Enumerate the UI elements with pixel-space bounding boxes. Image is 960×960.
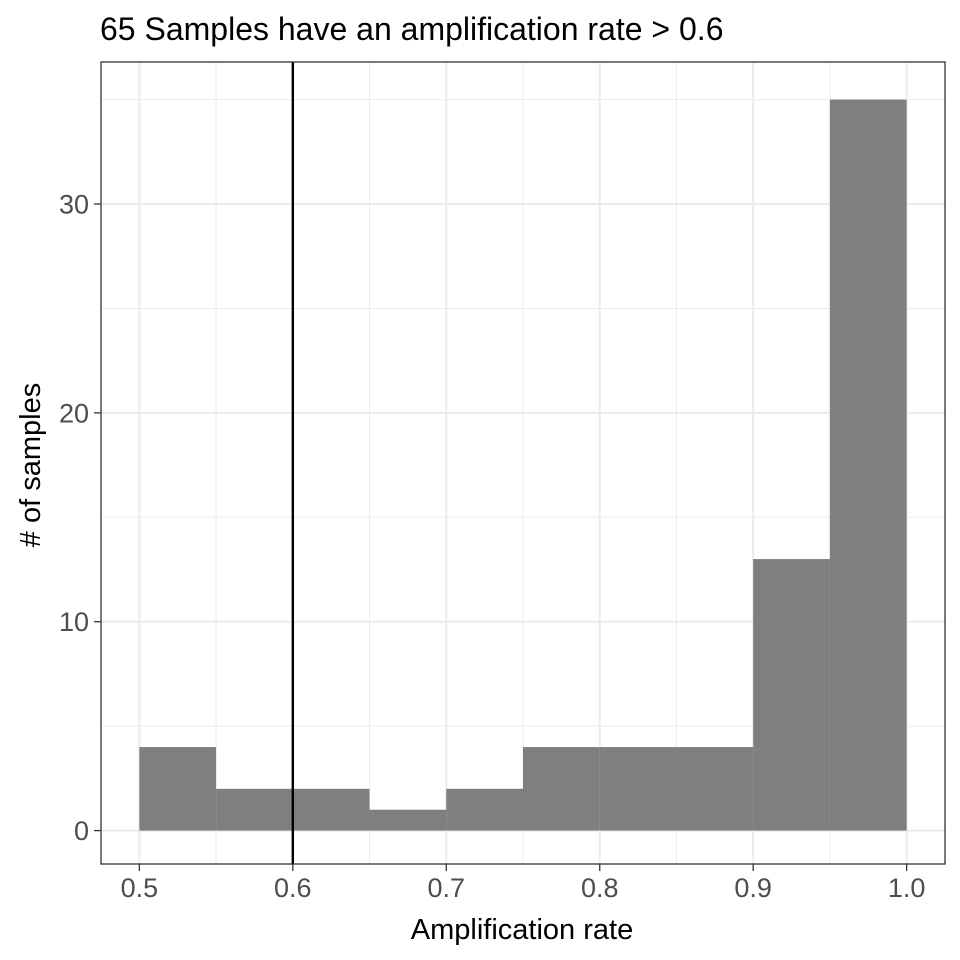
histogram-bar-0 (139, 747, 217, 831)
y-tick-label-2: 20 (59, 398, 89, 428)
histogram-bars (139, 99, 907, 831)
chart-title: 65 Samples have an amplification rate > … (100, 11, 723, 47)
histogram-bar-3 (369, 809, 447, 831)
histogram-bar-6 (599, 747, 677, 831)
plot-panel-border (100, 61, 946, 865)
x-tick-label-5: 1.0 (888, 873, 926, 903)
x-tick-label-1: 0.6 (274, 873, 312, 903)
histogram-bar-4 (446, 788, 523, 831)
x-tick-label-3: 0.8 (581, 873, 619, 903)
x-axis-title: Amplification rate (411, 914, 633, 946)
y-tick-label-0: 0 (74, 816, 89, 846)
histogram-bar-5 (523, 747, 600, 831)
histogram-bar-7 (676, 747, 754, 831)
y-axis-ticks: 0 10 20 30 (59, 190, 101, 846)
histogram-bar-9 (829, 99, 907, 831)
histogram-bar-1 (216, 788, 293, 831)
histogram-bar-8 (753, 559, 830, 831)
histogram-bar-2 (292, 788, 370, 831)
x-tick-label-2: 0.7 (427, 873, 465, 903)
x-axis-ticks: 0.5 0.6 0.7 0.8 0.9 1.0 (121, 864, 926, 903)
y-axis-title: # of samples (15, 383, 47, 547)
x-tick-label-0: 0.5 (121, 873, 159, 903)
y-tick-label-1: 10 (59, 607, 89, 637)
y-tick-label-3: 30 (59, 190, 89, 220)
x-tick-label-4: 0.9 (734, 873, 772, 903)
